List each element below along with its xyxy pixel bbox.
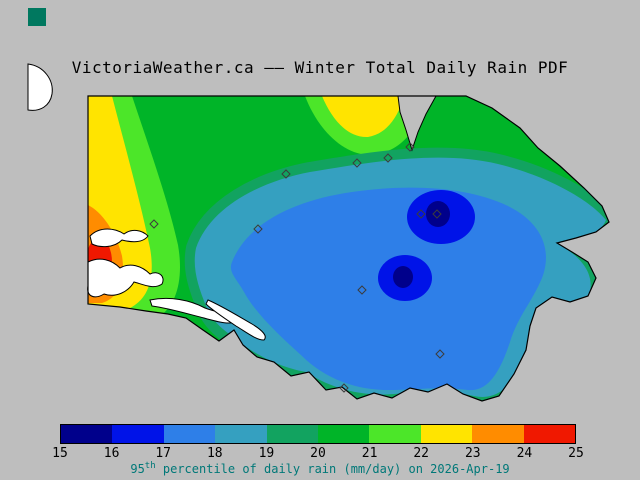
colorbar-tick-label: 19 bbox=[258, 446, 275, 461]
west-inlet-upper bbox=[89, 228, 149, 248]
station-marker bbox=[435, 349, 445, 359]
colorbar-tick-label: 25 bbox=[568, 446, 584, 461]
station-marker bbox=[339, 383, 349, 393]
colorbar-segment bbox=[523, 425, 576, 443]
colorbar-tick-label: 22 bbox=[413, 446, 430, 461]
colorbar-segment bbox=[61, 425, 113, 443]
contour-yellow-north bbox=[322, 96, 404, 138]
colorbar-segment bbox=[215, 425, 267, 443]
station-marker bbox=[149, 219, 159, 229]
colorbar-tick-label: 17 bbox=[155, 446, 172, 461]
colorbar-segment bbox=[163, 425, 216, 443]
saanich-inlet bbox=[397, 95, 437, 152]
colorbar-tick-label: 24 bbox=[516, 446, 533, 461]
contour-navy-north bbox=[426, 201, 450, 227]
station-marker bbox=[383, 153, 393, 163]
station-marker bbox=[405, 142, 415, 152]
station-marker bbox=[253, 224, 263, 234]
corner-square bbox=[28, 8, 46, 26]
colorbar-segment bbox=[266, 425, 319, 443]
colorbar-segment bbox=[369, 425, 421, 443]
station-marker bbox=[432, 209, 442, 219]
colorbar-segment bbox=[318, 425, 370, 443]
west-inlet-lower bbox=[87, 258, 164, 298]
caption: 95th percentile of daily rain (mm/day) o… bbox=[0, 461, 640, 476]
colorbar-tick-label: 21 bbox=[361, 446, 378, 461]
colorbar-tick-label: 18 bbox=[206, 446, 223, 461]
station-marker bbox=[357, 285, 367, 295]
colorbar-tick-label: 15 bbox=[52, 446, 68, 461]
station-marker bbox=[416, 209, 426, 219]
colorbar-tick-label: 23 bbox=[464, 446, 481, 461]
colorbar bbox=[60, 424, 576, 444]
offshore-land-fragment bbox=[27, 63, 53, 111]
harbour-channel bbox=[205, 299, 266, 341]
chart-title: VictoriaWeather.ca –– Winter Total Daily… bbox=[71, 58, 569, 77]
station-marker bbox=[281, 169, 291, 179]
contour-navy-south bbox=[393, 266, 413, 288]
colorbar-tick-label: 16 bbox=[103, 446, 120, 461]
caption-ordinal: th bbox=[144, 461, 156, 471]
colorbar-segment bbox=[420, 425, 473, 443]
station-markers bbox=[149, 142, 445, 393]
colorbar-ticks: 15 16 17 18 19 20 21 22 23 24 25 bbox=[52, 446, 584, 461]
colorbar-segment bbox=[472, 425, 524, 443]
colorbar-tick-label: 20 bbox=[310, 446, 326, 461]
caption-number: 95 bbox=[130, 462, 145, 476]
station-marker bbox=[352, 158, 362, 168]
colorbar-segment bbox=[112, 425, 164, 443]
contour-field bbox=[88, 96, 609, 401]
caption-text: percentile of daily rain (mm/day) on 202… bbox=[155, 462, 510, 476]
